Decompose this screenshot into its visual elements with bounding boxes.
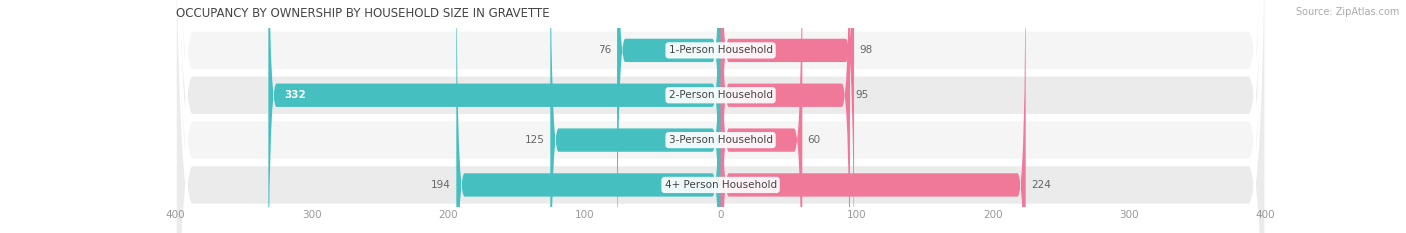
Text: 76: 76 (599, 45, 612, 55)
Text: 95: 95 (855, 90, 869, 100)
FancyBboxPatch shape (176, 0, 1265, 233)
Text: 332: 332 (284, 90, 307, 100)
FancyBboxPatch shape (176, 0, 1265, 233)
FancyBboxPatch shape (721, 0, 803, 233)
Text: 194: 194 (432, 180, 451, 190)
Text: 60: 60 (808, 135, 821, 145)
Text: 4+ Person Household: 4+ Person Household (665, 180, 776, 190)
Text: OCCUPANCY BY OWNERSHIP BY HOUSEHOLD SIZE IN GRAVETTE: OCCUPANCY BY OWNERSHIP BY HOUSEHOLD SIZE… (176, 7, 550, 20)
FancyBboxPatch shape (176, 0, 1265, 233)
Text: 98: 98 (859, 45, 873, 55)
FancyBboxPatch shape (617, 0, 721, 233)
Text: 125: 125 (524, 135, 546, 145)
FancyBboxPatch shape (550, 0, 721, 233)
FancyBboxPatch shape (721, 0, 853, 233)
FancyBboxPatch shape (721, 0, 1026, 233)
Text: 224: 224 (1031, 180, 1052, 190)
Text: 3-Person Household: 3-Person Household (669, 135, 772, 145)
FancyBboxPatch shape (176, 0, 1265, 233)
Text: 2-Person Household: 2-Person Household (669, 90, 772, 100)
Text: 1-Person Household: 1-Person Household (669, 45, 772, 55)
FancyBboxPatch shape (721, 0, 851, 233)
FancyBboxPatch shape (269, 0, 721, 233)
Text: Source: ZipAtlas.com: Source: ZipAtlas.com (1295, 7, 1399, 17)
FancyBboxPatch shape (457, 0, 721, 233)
